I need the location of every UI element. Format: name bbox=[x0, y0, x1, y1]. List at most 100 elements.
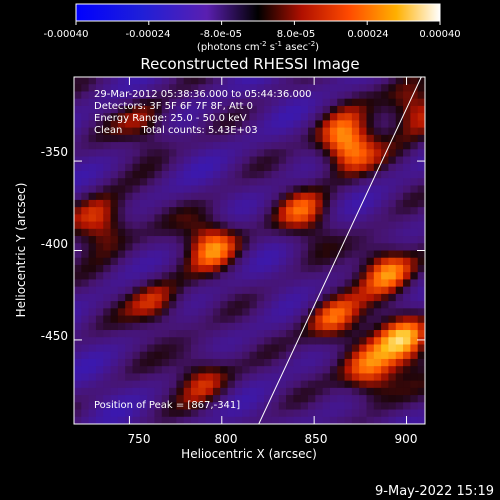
heatmap-cell bbox=[264, 264, 272, 273]
heatmap-cell bbox=[81, 373, 90, 382]
heatmap-cell bbox=[191, 149, 199, 157]
heatmap-cell bbox=[300, 214, 309, 222]
heatmap-cell bbox=[417, 142, 425, 150]
heatmap-cell bbox=[132, 120, 141, 129]
heatmap-cell bbox=[212, 293, 221, 302]
heatmap-cell bbox=[417, 380, 425, 389]
heatmap-cell bbox=[74, 279, 82, 288]
heatmap-cell bbox=[183, 134, 192, 143]
heatmap-cell bbox=[183, 207, 192, 215]
heatmap-cell bbox=[103, 149, 111, 157]
heatmap-cell bbox=[242, 409, 250, 418]
heatmap-cell bbox=[410, 149, 419, 157]
heatmap-cell bbox=[88, 77, 97, 85]
heatmap-cell bbox=[337, 192, 345, 201]
heatmap-cell bbox=[359, 257, 367, 266]
heatmap-cell bbox=[366, 199, 375, 208]
axis-ticks bbox=[74, 77, 425, 424]
heatmap-cell bbox=[234, 308, 243, 316]
heatmap-cell bbox=[125, 322, 133, 331]
heatmap-cell bbox=[395, 91, 404, 100]
heatmap-cell bbox=[169, 149, 177, 157]
heatmap-cell bbox=[329, 257, 338, 266]
heatmap-cell bbox=[300, 395, 309, 403]
heatmap-cell bbox=[417, 257, 425, 266]
heatmap-cell bbox=[234, 185, 243, 194]
heatmap-cell bbox=[81, 105, 90, 114]
heatmap-cell bbox=[132, 192, 141, 201]
heatmap-cell bbox=[344, 402, 353, 410]
heatmap-cell bbox=[125, 228, 133, 237]
heatmap-cell bbox=[117, 199, 126, 208]
heatmap-cell bbox=[366, 77, 375, 85]
heatmap-cell bbox=[154, 293, 163, 302]
heatmap-cell bbox=[403, 257, 411, 266]
heatmap-cell bbox=[351, 91, 360, 100]
heatmap-cell bbox=[191, 322, 199, 331]
heatmap-cell bbox=[308, 416, 316, 424]
heatmap-cell bbox=[308, 272, 316, 280]
heatmap-cell bbox=[264, 373, 272, 382]
heatmap-cell bbox=[366, 91, 375, 100]
heatmap-cell bbox=[388, 337, 397, 345]
heatmap-cell bbox=[308, 127, 316, 136]
heatmap-cell bbox=[88, 113, 97, 121]
heatmap-cell bbox=[117, 337, 126, 345]
heatmap-cell bbox=[410, 315, 419, 324]
heatmap-cell bbox=[381, 120, 389, 129]
heatmap-cell bbox=[278, 416, 287, 424]
heatmap-cell bbox=[395, 207, 404, 215]
heatmap-cell bbox=[169, 105, 177, 114]
heatmap-cell bbox=[388, 91, 397, 100]
heatmap-cell bbox=[278, 358, 287, 367]
heatmap-cell bbox=[234, 402, 243, 410]
heatmap-cell bbox=[366, 358, 375, 367]
heatmap-cell bbox=[344, 77, 353, 85]
heatmap-cell bbox=[366, 243, 375, 251]
heatmap-cell bbox=[315, 358, 324, 367]
heatmap-cell bbox=[161, 142, 170, 150]
heatmap-cell bbox=[198, 380, 207, 389]
heatmap-cell bbox=[242, 243, 250, 251]
heatmap-cell bbox=[139, 387, 148, 396]
heatmap-cell bbox=[81, 272, 90, 280]
heatmap-cell bbox=[125, 250, 133, 259]
heatmap-cell bbox=[95, 257, 104, 266]
heatmap-cell bbox=[242, 315, 250, 324]
heatmap-cell bbox=[191, 301, 199, 309]
heatmap-cell bbox=[242, 84, 250, 92]
heatmap-cell bbox=[212, 344, 221, 353]
heatmap-cell bbox=[227, 257, 236, 266]
heatmap-cell bbox=[74, 395, 82, 403]
heatmap-cell bbox=[183, 301, 192, 309]
heatmap-cell bbox=[300, 250, 309, 259]
heatmap-cell bbox=[359, 156, 367, 165]
heatmap-cell bbox=[351, 199, 360, 208]
heatmap-cell bbox=[132, 77, 141, 85]
heatmap-cell bbox=[220, 156, 228, 165]
heatmap-cell bbox=[95, 192, 104, 201]
heatmap-cell bbox=[286, 416, 294, 424]
heatmap-cell bbox=[242, 337, 250, 345]
heatmap-cell bbox=[154, 344, 163, 353]
heatmap-cell bbox=[117, 228, 126, 237]
heatmap-cell bbox=[132, 308, 141, 316]
heatmap-cell bbox=[81, 308, 90, 316]
heatmap-cell bbox=[410, 301, 419, 309]
heatmap-cell bbox=[410, 330, 419, 338]
heatmap-cell bbox=[88, 185, 97, 194]
heatmap-cell bbox=[359, 134, 367, 143]
heatmap-cell bbox=[212, 264, 221, 273]
heatmap-cell bbox=[169, 286, 177, 295]
heatmap-cell bbox=[256, 207, 265, 215]
heatmap-cell bbox=[395, 358, 404, 367]
heatmap-cell bbox=[359, 409, 367, 418]
heatmap-cell bbox=[220, 113, 228, 121]
heatmap-cell bbox=[322, 330, 331, 338]
heatmap-cell bbox=[154, 402, 163, 410]
heatmap-cell bbox=[176, 250, 185, 259]
heatmap-cell bbox=[132, 293, 141, 302]
heatmap-cell bbox=[74, 315, 82, 324]
heatmap-cell bbox=[88, 373, 97, 382]
heatmap-cell bbox=[212, 315, 221, 324]
